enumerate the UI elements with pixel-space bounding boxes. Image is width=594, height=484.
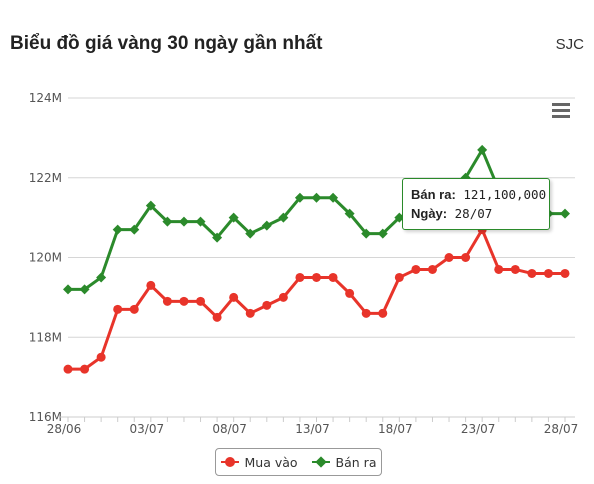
data-point-ban-ra[interactable] [261, 220, 272, 231]
chart-legend: Mua vào Bán ra [215, 448, 382, 476]
data-point-mua-vao[interactable] [328, 272, 338, 282]
data-point-ban-ra[interactable] [178, 216, 189, 227]
tooltip-label-1: Bán ra: [411, 187, 456, 202]
legend-label-ban-ra: Bán ra [335, 454, 377, 470]
data-point-mua-vao[interactable] [345, 288, 355, 298]
data-point-ban-ra[interactable] [560, 208, 570, 219]
hamburger-menu-icon[interactable] [552, 103, 570, 118]
data-point-mua-vao[interactable] [510, 264, 520, 274]
data-point-ban-ra[interactable] [96, 272, 107, 283]
x-tick-label: 13/07 [295, 422, 330, 436]
data-point-ban-ra[interactable] [394, 212, 405, 223]
data-point-ban-ra[interactable] [361, 228, 372, 239]
data-point-mua-vao[interactable] [444, 253, 454, 262]
data-point-ban-ra[interactable] [162, 216, 173, 227]
y-tick-label: 120M [29, 251, 62, 265]
y-tick-label: 124M [29, 91, 62, 105]
data-point-mua-vao[interactable] [196, 296, 206, 306]
x-tick-label: 18/07 [378, 422, 413, 436]
page-title: Biểu đồ giá vàng 30 ngày gần nhất [10, 33, 323, 54]
y-tick-label: 122M [29, 171, 62, 185]
data-point-ban-ra[interactable] [195, 216, 206, 227]
data-point-mua-vao[interactable] [378, 308, 388, 318]
data-point-mua-vao[interactable] [212, 312, 222, 322]
legend-item-mua-vao[interactable]: Mua vào [220, 454, 298, 470]
x-tick-label: 08/07 [212, 422, 247, 436]
x-tick-label: 28/07 [544, 422, 579, 436]
data-point-mua-vao[interactable] [129, 304, 139, 314]
data-point-ban-ra[interactable] [63, 284, 73, 295]
data-point-mua-vao[interactable] [245, 308, 255, 318]
data-point-ban-ra[interactable] [212, 232, 223, 243]
data-point-mua-vao[interactable] [461, 253, 471, 262]
series-line-mua-vao [68, 228, 565, 371]
data-point-mua-vao[interactable] [162, 296, 172, 306]
data-point-ban-ra[interactable] [278, 212, 289, 223]
data-point-mua-vao[interactable] [312, 272, 321, 282]
tooltip-value-2: 28/07 [454, 206, 493, 221]
data-point-ban-ra[interactable] [377, 228, 388, 239]
x-tick-label: 03/07 [130, 422, 165, 436]
data-point-mua-vao[interactable] [63, 364, 73, 374]
data-point-ban-ra[interactable] [344, 208, 355, 219]
data-point-ban-ra[interactable] [129, 224, 140, 235]
data-point-mua-vao[interactable] [543, 268, 553, 278]
x-tick-label: 23/07 [461, 422, 496, 436]
y-tick-label: 118M [29, 330, 62, 344]
data-point-mua-vao[interactable] [411, 264, 421, 274]
data-point-mua-vao[interactable] [179, 296, 189, 306]
data-point-mua-vao[interactable] [361, 308, 371, 318]
data-point-ban-ra[interactable] [294, 192, 305, 203]
data-point-ban-ra[interactable] [145, 200, 156, 211]
x-tick-label: 28/06 [47, 422, 82, 436]
data-point-ban-ra[interactable] [228, 212, 239, 223]
data-point-mua-vao[interactable] [560, 268, 570, 278]
tooltip-label-2: Ngày: [411, 206, 448, 221]
data-point-ban-ra[interactable] [328, 192, 339, 203]
data-point-ban-ra[interactable] [79, 284, 90, 295]
data-point-ban-ra[interactable] [245, 228, 256, 239]
data-point-mua-vao[interactable] [96, 352, 106, 362]
chart-tooltip: Bán ra: 121,100,000 Ngày: 28/07 [402, 178, 550, 230]
data-point-mua-vao[interactable] [80, 364, 90, 374]
legend-swatch-ban-ra [311, 456, 330, 468]
data-point-mua-vao[interactable] [113, 304, 123, 314]
tooltip-value-1: 121,100,000 [463, 187, 547, 202]
y-tick-label: 116M [29, 410, 62, 424]
legend-label-mua-vao: Mua vào [244, 454, 298, 470]
data-point-mua-vao[interactable] [278, 292, 288, 302]
data-point-ban-ra[interactable] [477, 144, 488, 155]
legend-swatch-mua-vao [220, 457, 239, 467]
legend-item-ban-ra[interactable]: Bán ra [311, 454, 377, 470]
brand-label: SJC [555, 36, 584, 53]
data-point-ban-ra[interactable] [311, 192, 322, 203]
data-point-mua-vao[interactable] [427, 264, 437, 274]
data-point-mua-vao[interactable] [494, 264, 504, 274]
data-point-mua-vao[interactable] [295, 272, 305, 282]
data-point-mua-vao[interactable] [146, 280, 156, 290]
data-point-mua-vao[interactable] [527, 268, 537, 278]
data-point-mua-vao[interactable] [229, 292, 239, 302]
data-point-mua-vao[interactable] [262, 300, 272, 310]
data-point-ban-ra[interactable] [112, 224, 123, 235]
data-point-mua-vao[interactable] [394, 272, 404, 282]
